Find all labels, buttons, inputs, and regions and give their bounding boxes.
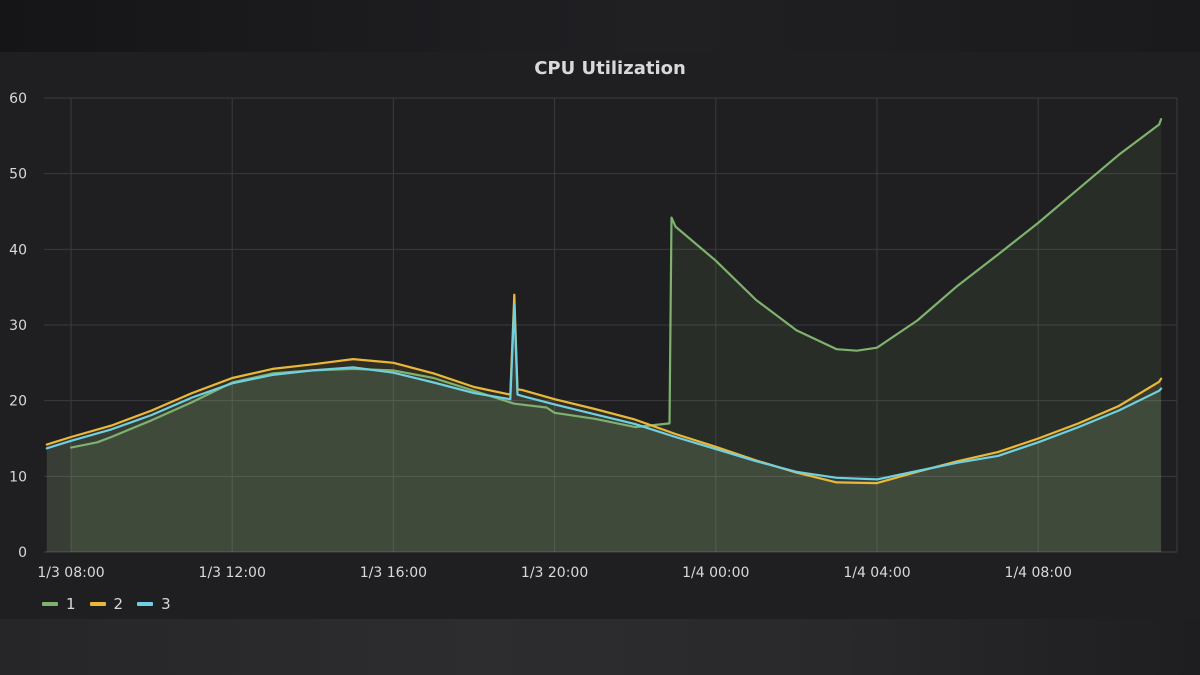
legend-swatch [42, 602, 58, 606]
legend-item-2[interactable]: 2 [89, 595, 124, 613]
legend-item-1[interactable]: 1 [42, 595, 76, 613]
series-2-area [46, 294, 1162, 552]
legend-swatch [89, 602, 106, 606]
x-tick-label: 1/4 04:00 [843, 565, 910, 581]
legend-label: 3 [161, 595, 171, 613]
chart-title: CPU Utilization [534, 58, 686, 79]
chart-panel [0, 52, 1200, 619]
legend-swatch [137, 602, 154, 606]
series-layer [45, 118, 1163, 552]
grid [44, 97, 1178, 553]
x-tick-label: 1/4 00:00 [682, 565, 749, 581]
y-tick-label: 50 [9, 167, 27, 183]
top-bar [0, 0, 1200, 52]
y-tick-label: 0 [18, 545, 27, 561]
y-tick-label: 40 [9, 242, 27, 258]
bottom-bar [0, 619, 1200, 675]
series-3-area [46, 303, 1162, 552]
legend: 1 2 3 [42, 594, 171, 614]
series-3-line [45, 302, 1163, 481]
legend-label: 1 [66, 595, 76, 613]
y-tick-label: 60 [9, 91, 27, 107]
x-tick-label: 1/4 08:00 [1005, 565, 1072, 581]
y-tick-label: 20 [9, 394, 27, 410]
x-tick-label: 1/3 16:00 [360, 565, 427, 581]
axis-layer: 0 10 20 30 40 50 60 1/3 08:00 1/3 12:00 1/3 16:00… [9, 91, 1072, 581]
x-tick-label: 1/3 20:00 [521, 565, 588, 581]
series-2-line [45, 293, 1163, 485]
legend-label: 2 [113, 595, 124, 613]
legend-item-3[interactable]: 3 [137, 595, 171, 613]
x-tick-label: 1/3 12:00 [199, 565, 266, 581]
y-tick-label: 10 [9, 469, 27, 485]
y-tick-label: 30 [9, 318, 27, 334]
x-tick-label: 1/3 08:00 [37, 565, 104, 581]
series-1-area [71, 119, 1162, 552]
